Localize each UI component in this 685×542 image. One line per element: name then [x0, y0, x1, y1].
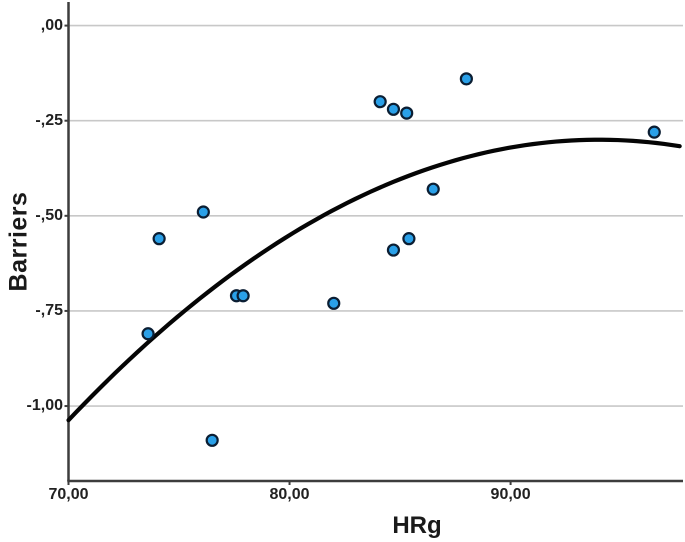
y-tick-label: -1,00 [26, 397, 63, 415]
data-point [196, 205, 210, 219]
x-tick-label: 80,00 [269, 486, 310, 503]
fit-curve [66, 137, 682, 423]
data-point [236, 289, 250, 303]
data-point [647, 125, 661, 139]
x-tick-label: 90,00 [490, 486, 531, 503]
data-point [373, 95, 387, 109]
data-point [402, 232, 416, 246]
y-tick-label: -,25 [35, 111, 63, 129]
x-axis-title: HRg [392, 512, 442, 539]
data-point [205, 433, 219, 447]
x-tick-label: 70,00 [48, 486, 89, 503]
data-point [386, 243, 401, 257]
data-point [459, 72, 473, 86]
data-point [327, 296, 341, 310]
data-point [141, 327, 155, 341]
data-point [152, 232, 166, 246]
data-point [426, 182, 440, 196]
data-point [386, 102, 401, 116]
y-tick-label: ,00 [40, 16, 63, 34]
data-point [400, 106, 414, 120]
y-tick-label: -,50 [35, 206, 63, 224]
y-tick-label: -,75 [35, 301, 63, 319]
